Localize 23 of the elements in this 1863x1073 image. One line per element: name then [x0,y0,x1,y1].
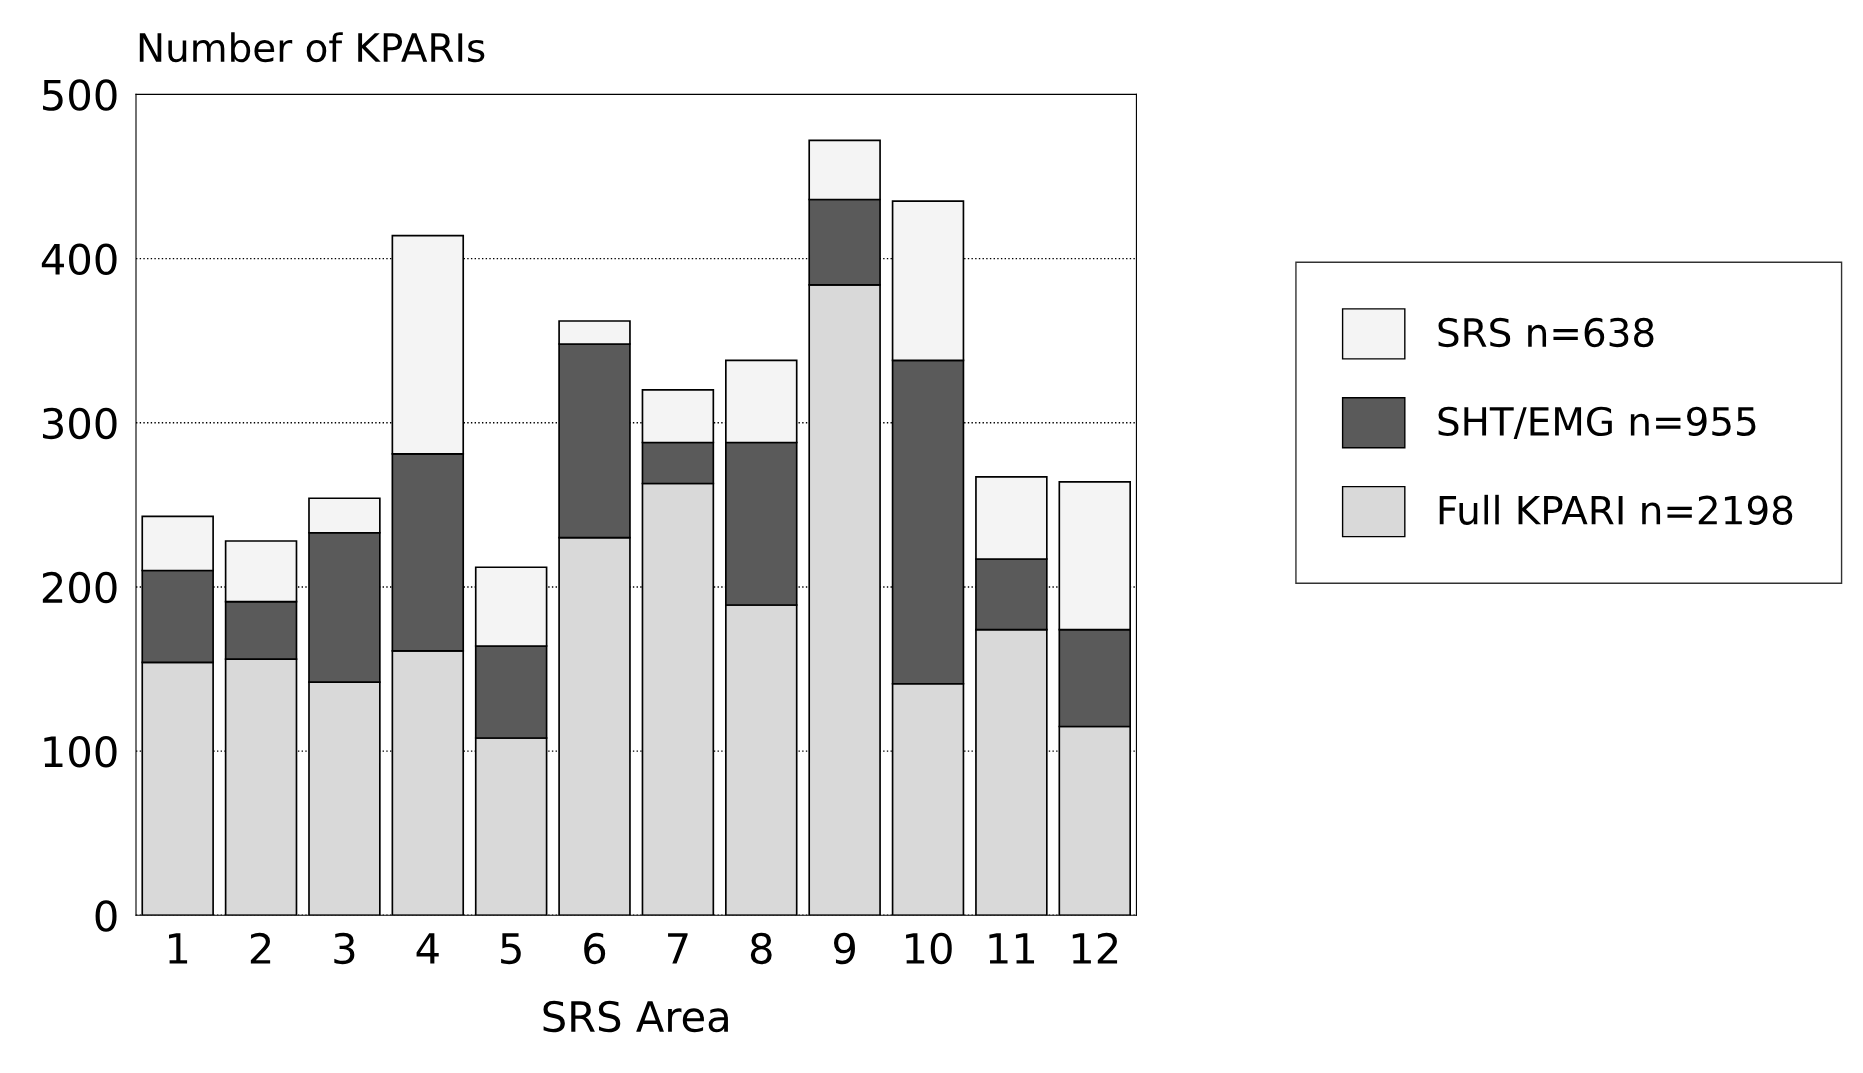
y-tick-label: 300 [42,407,117,440]
legend-label: SHT/EMG n=955 [1438,406,1756,440]
x-tick-label: 10 [906,932,952,965]
y-tick-label: 400 [41,243,117,276]
x-tick-label: 11 [989,933,1035,964]
x-tick-label: 8 [750,932,772,965]
x-tick-label: 3 [334,932,355,965]
x-tick-label: 5 [501,933,521,965]
x-tick-label: 7 [668,933,688,964]
x-tick-label: 12 [1072,932,1118,964]
x-tick-label: 9 [834,932,855,965]
y-tick-label: 100 [44,736,117,768]
x-axis-title: SRS Area [543,1000,728,1033]
x-tick-label: 6 [584,932,606,965]
x-tick-label: 2 [250,932,271,964]
x-tick-label: 1 [169,933,188,964]
y-tick-label: 0 [95,900,117,932]
legend-label: SRS n=638 [1438,317,1654,348]
legend-label: Full KPARI n=2198 [1439,494,1793,525]
x-tick-label: 4 [416,933,439,964]
y-tick-label: 200 [42,571,117,604]
y-axis-title: Number of KPARIs [139,32,485,63]
y-tick-label: 500 [43,79,117,111]
